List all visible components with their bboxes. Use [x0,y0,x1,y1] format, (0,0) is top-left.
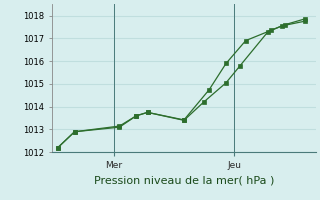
X-axis label: Pression niveau de la mer( hPa ): Pression niveau de la mer( hPa ) [94,176,274,186]
